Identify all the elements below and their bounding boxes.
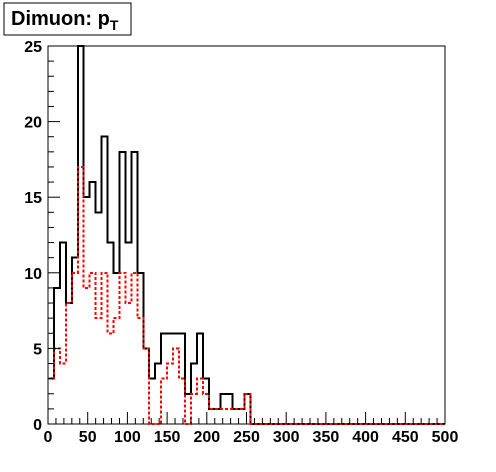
x-tick-label: 100: [114, 429, 141, 446]
y-tick-label: 25: [24, 39, 42, 56]
y-tick-label: 0: [33, 417, 42, 434]
title-box: Dimuon: pT: [3, 2, 132, 36]
title-box-frame: [3, 2, 132, 36]
x-tick-label: 300: [273, 429, 300, 446]
x-tick-label: 400: [352, 429, 379, 446]
y-tick-label: 5: [33, 341, 42, 358]
x-tick-label: 250: [233, 429, 260, 446]
y-tick-label: 20: [24, 115, 42, 132]
series-layer: [48, 45, 445, 425]
x-tick-label: 350: [313, 429, 340, 446]
x-tick-label: 0: [44, 429, 53, 446]
histogram-series-solid: [48, 45, 445, 425]
y-tick-label: 10: [24, 266, 42, 283]
chart-title-subscript: T: [110, 17, 119, 33]
y-tick-label: 15: [24, 190, 42, 207]
x-tick-label: 50: [79, 429, 97, 446]
x-tick-label: 500: [432, 429, 459, 446]
x-tick-label: 450: [392, 429, 419, 446]
x-tick-label: 200: [193, 429, 220, 446]
chart-title-main: Dimuon: p: [11, 8, 110, 30]
x-tick-label: 150: [154, 429, 181, 446]
chart-title: Dimuon: pT: [11, 8, 119, 33]
axis-layer: 0 50 100 150 200 250 300 350 400 450 500 0 5 10 15 20 25: [24, 39, 458, 446]
